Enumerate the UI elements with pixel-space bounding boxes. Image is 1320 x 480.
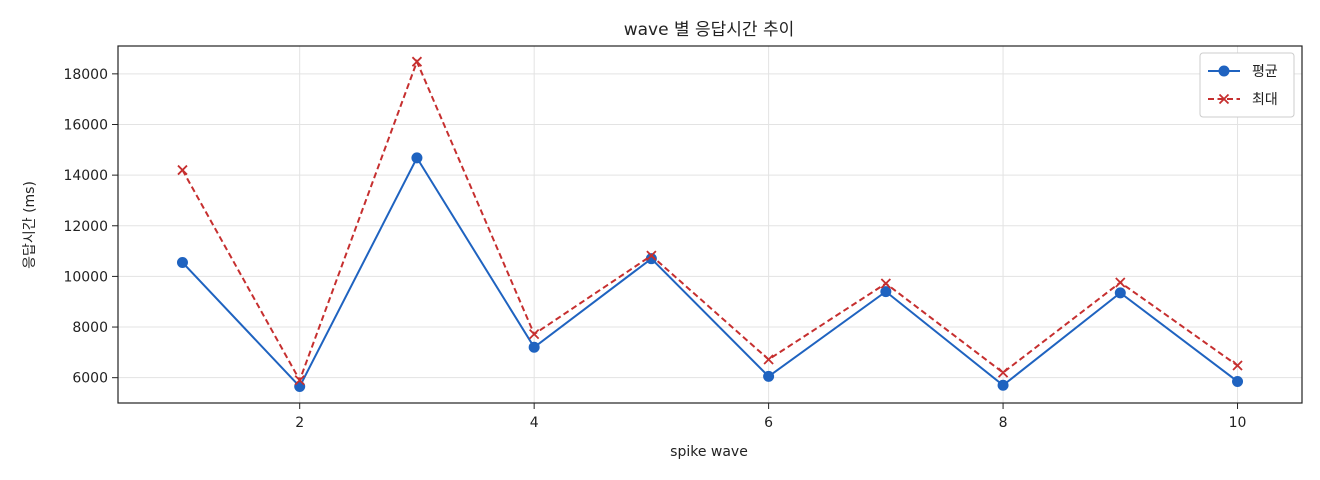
series-1	[176, 152, 1244, 393]
y-tick-label: 6000	[72, 371, 108, 387]
legend-swatch-marker	[1218, 93, 1230, 105]
y-tick-label: 12000	[63, 219, 108, 235]
data-point	[1232, 360, 1243, 371]
data-point	[1232, 375, 1244, 387]
series-layer	[176, 56, 1244, 393]
data-point	[176, 256, 188, 268]
legend-label: 평균	[1252, 64, 1278, 80]
legend-box	[1199, 52, 1295, 118]
y-tick-label: 18000	[63, 67, 108, 83]
data-point	[997, 379, 1009, 391]
data-point	[763, 370, 775, 382]
series-line	[181, 58, 1239, 383]
x-tick-label: 4	[530, 415, 539, 431]
y-tick-label: 10000	[63, 269, 108, 285]
data-point	[763, 354, 774, 365]
chart-title: wave 별 응답시간 추이	[624, 20, 795, 40]
legend-label: 최대	[1252, 92, 1278, 108]
data-point	[880, 286, 892, 298]
data-point	[177, 164, 188, 176]
data-point	[411, 56, 423, 67]
x-tick-label: 10	[1229, 415, 1247, 431]
y-tick-label: 8000	[72, 320, 108, 336]
data-point	[529, 328, 540, 340]
y-axis: 6000 8000 10000 12000 14000 16000 18000	[63, 67, 118, 387]
plot-frame	[117, 45, 1303, 404]
y-tick-label: 14000	[63, 168, 108, 184]
data-point	[646, 250, 657, 261]
data-point	[880, 278, 891, 289]
x-tick-label: 6	[764, 415, 773, 431]
grid	[118, 46, 1302, 403]
x-tick-label: 2	[295, 415, 304, 431]
data-point	[411, 152, 423, 164]
x-axis-label: spike wave	[670, 444, 748, 460]
data-point	[294, 375, 305, 386]
x-axis: 2 4 6 8 10	[295, 403, 1246, 431]
series-2	[177, 56, 1243, 386]
y-tick-label: 16000	[63, 117, 108, 133]
data-point	[1114, 287, 1126, 299]
series-line	[181, 155, 1239, 389]
data-point	[997, 367, 1009, 378]
y-axis-label: 응답시간 (ms)	[22, 181, 38, 269]
legend-swatch-marker	[1218, 65, 1230, 77]
x-tick-label: 8	[999, 415, 1008, 431]
data-point	[528, 341, 540, 353]
data-point	[1115, 277, 1126, 288]
